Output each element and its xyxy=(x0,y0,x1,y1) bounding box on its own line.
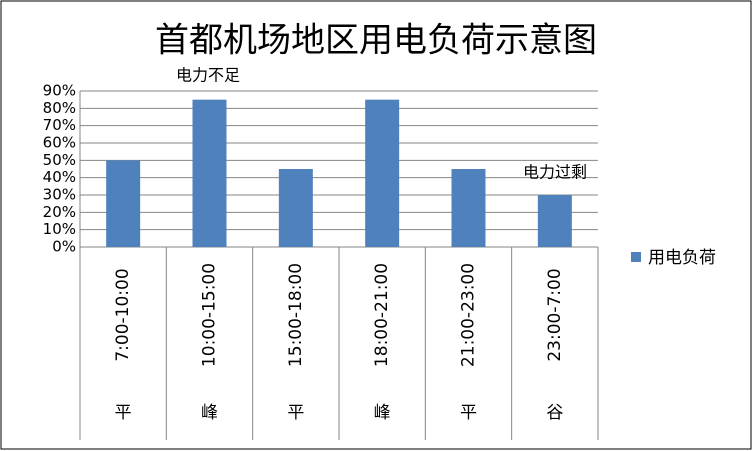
x-tick-label: 18:00-21:00 xyxy=(372,263,392,367)
x-tick-label: 7:00-10:00 xyxy=(113,268,133,361)
x-group-label: 平 xyxy=(460,403,477,423)
x-group-label: 谷 xyxy=(546,403,563,423)
y-tick-label: 40% xyxy=(43,168,76,186)
y-tick-label: 50% xyxy=(43,151,76,169)
y-tick-label: 20% xyxy=(43,203,76,221)
bar xyxy=(451,169,486,247)
x-tick-label: 21:00-23:00 xyxy=(459,263,479,367)
chart-title: 首都机场地区用电负荷示意图 xyxy=(155,21,597,61)
y-tick-label: 0% xyxy=(52,238,76,256)
y-tick-label: 60% xyxy=(43,134,76,152)
bar xyxy=(192,99,227,248)
y-tick-label: 90% xyxy=(43,82,76,100)
x-tick-label: 15:00-18:00 xyxy=(286,263,306,367)
legend-swatch xyxy=(631,252,641,262)
x-group-label: 峰 xyxy=(201,403,218,423)
x-tick-label: 10:00-15:00 xyxy=(200,263,220,367)
x-tick-label: 23:00-7:00 xyxy=(545,268,565,361)
y-tick-label: 80% xyxy=(43,99,76,117)
x-group-label: 平 xyxy=(287,403,304,423)
annotation: 电力不足 xyxy=(176,66,240,85)
bar xyxy=(106,160,141,247)
y-tick-label: 30% xyxy=(43,186,76,204)
bar xyxy=(365,99,400,248)
x-group-label: 峰 xyxy=(374,403,391,423)
y-tick-label: 70% xyxy=(43,116,76,134)
legend-label: 用电负荷 xyxy=(648,248,716,268)
bar xyxy=(278,169,313,247)
y-tick-label: 10% xyxy=(43,220,76,238)
x-group-label: 平 xyxy=(115,403,132,423)
annotation: 电力过剩 xyxy=(523,163,587,182)
bar xyxy=(537,195,572,247)
